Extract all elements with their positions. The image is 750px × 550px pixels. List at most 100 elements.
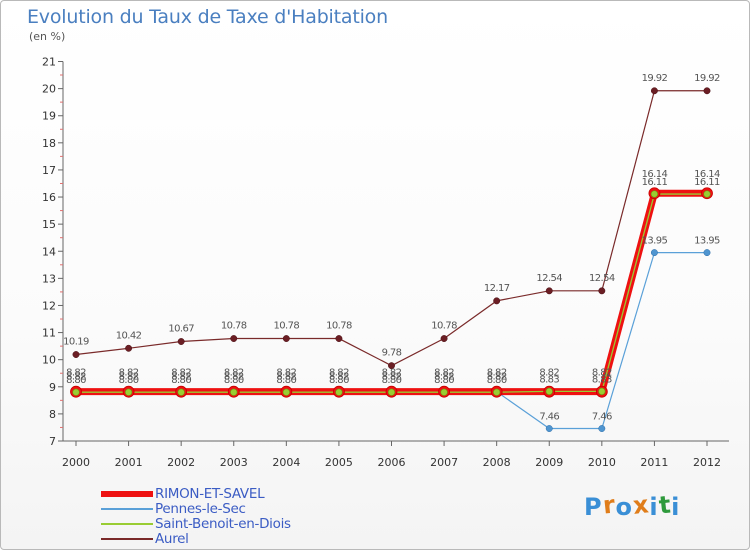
y-tick-label: 17 bbox=[42, 164, 56, 177]
x-tick-label: 2002 bbox=[167, 456, 195, 469]
data-label-pennes: 8.82 bbox=[434, 372, 454, 383]
x-tick-label: 2000 bbox=[62, 456, 90, 469]
point-pennes bbox=[650, 249, 658, 257]
data-label-saint-benoit: 8.83 bbox=[592, 374, 612, 385]
legend-label-rimon: RIMON-ET-SAVEL bbox=[155, 486, 265, 502]
point-saint-benoit bbox=[440, 388, 448, 396]
data-label-aurel: 12.17 bbox=[484, 283, 510, 294]
data-label-pennes: 8.82 bbox=[329, 372, 349, 383]
legend-swatch-aurel bbox=[101, 538, 153, 540]
point-aurel bbox=[72, 351, 80, 358]
data-label-saint-benoit: 8.80 bbox=[66, 375, 86, 386]
point-saint-benoit bbox=[650, 190, 659, 198]
data-label-pennes: 8.82 bbox=[224, 372, 244, 383]
legend-swatch-rimon bbox=[101, 491, 153, 497]
data-label-pennes: 8.82 bbox=[119, 372, 139, 383]
data-label-pennes: 13.95 bbox=[642, 236, 668, 247]
data-label-rimon: 8.82 bbox=[224, 368, 244, 379]
data-label-rimon: 8.82 bbox=[276, 368, 296, 379]
logo-letter: i bbox=[649, 493, 659, 521]
x-tick-label: 2009 bbox=[535, 456, 563, 469]
data-label-rimon: 8.82 bbox=[382, 368, 402, 379]
data-label-aurel: 10.19 bbox=[63, 337, 89, 348]
x-tick-label: 2012 bbox=[693, 456, 721, 469]
point-aurel bbox=[230, 335, 238, 342]
x-tick-label: 2004 bbox=[272, 456, 300, 469]
data-label-aurel: 9.78 bbox=[382, 348, 402, 359]
point-saint-benoit bbox=[282, 388, 290, 396]
point-saint-benoit bbox=[124, 388, 133, 396]
logo-letter: t bbox=[657, 490, 673, 520]
data-label-aurel: 19.92 bbox=[642, 73, 668, 84]
point-saint-benoit bbox=[703, 190, 711, 198]
data-label-saint-benoit: 8.80 bbox=[171, 375, 191, 386]
data-label-pennes: 8.82 bbox=[66, 372, 86, 383]
y-axis-unit: (en %) bbox=[29, 30, 66, 43]
data-label-rimon: 16.14 bbox=[642, 169, 668, 180]
point-saint-benoit bbox=[177, 388, 185, 396]
data-label-aurel: 10.42 bbox=[116, 330, 142, 341]
data-label-saint-benoit: 8.80 bbox=[329, 375, 349, 386]
x-tick-label: 2005 bbox=[325, 456, 353, 469]
y-tick-label: 12 bbox=[42, 299, 56, 312]
data-label-saint-benoit: 8.83 bbox=[539, 374, 559, 385]
data-label-saint-benoit: 8.80 bbox=[382, 375, 402, 386]
data-label-rimon: 8.82 bbox=[119, 368, 139, 379]
data-label-pennes: 8.82 bbox=[276, 372, 296, 383]
point-saint-benoit bbox=[387, 388, 396, 396]
legend-label-pennes: Pennes-le-Sec bbox=[155, 501, 246, 517]
y-tick-label: 18 bbox=[42, 137, 56, 150]
logo-letter: i bbox=[671, 493, 681, 521]
y-tick-label: 11 bbox=[42, 327, 56, 340]
x-tick-label: 2001 bbox=[115, 456, 143, 469]
x-tick-label: 2006 bbox=[378, 456, 406, 469]
data-label-saint-benoit: 8.80 bbox=[119, 375, 139, 386]
x-tick-label: 2008 bbox=[483, 456, 511, 469]
data-label-aurel: 10.78 bbox=[326, 321, 352, 332]
point-aurel bbox=[650, 87, 658, 95]
data-label-pennes: 8.82 bbox=[487, 372, 507, 383]
data-label-saint-benoit: 8.80 bbox=[224, 375, 244, 386]
point-aurel bbox=[177, 338, 185, 345]
data-label-aurel: 10.78 bbox=[431, 321, 457, 332]
legend-swatch-saint-benoit bbox=[101, 523, 153, 525]
data-label-rimon: 8.82 bbox=[66, 368, 86, 379]
point-saint-benoit bbox=[493, 388, 501, 396]
y-tick-label: 15 bbox=[42, 218, 56, 231]
data-label-rimon: 8.82 bbox=[539, 368, 559, 379]
point-aurel bbox=[493, 297, 501, 305]
series-line-rimon bbox=[76, 189, 707, 396]
data-label-aurel: 10.78 bbox=[221, 321, 247, 332]
y-tick-label: 19 bbox=[42, 110, 56, 123]
data-label-saint-benoit: 8.80 bbox=[434, 375, 454, 386]
y-tick-label: 10 bbox=[42, 354, 56, 367]
legend-label-saint-benoit: Saint-Benoit-en-Diois bbox=[155, 516, 291, 532]
point-pennes bbox=[703, 249, 711, 257]
y-tick-label: 8 bbox=[49, 408, 56, 421]
point-aurel bbox=[282, 335, 290, 342]
data-label-saint-benoit: 16.11 bbox=[694, 177, 720, 188]
chart-title: Evolution du Taux de Taxe d'Habitation bbox=[27, 6, 388, 28]
point-pennes bbox=[598, 425, 606, 432]
data-label-pennes: 13.95 bbox=[694, 236, 720, 247]
y-tick-label: 7 bbox=[49, 435, 56, 448]
point-aurel bbox=[703, 87, 711, 95]
point-pennes bbox=[545, 425, 553, 432]
point-saint-benoit bbox=[72, 388, 80, 396]
data-label-pennes: 8.82 bbox=[171, 372, 191, 383]
point-saint-benoit bbox=[230, 388, 238, 396]
y-tick-label: 20 bbox=[42, 83, 56, 96]
point-aurel bbox=[125, 344, 133, 352]
legend-swatch-pennes bbox=[101, 508, 153, 510]
y-tick-label: 9 bbox=[49, 381, 56, 394]
data-label-rimon: 8.82 bbox=[171, 368, 191, 379]
data-label-rimon: 8.82 bbox=[329, 368, 349, 379]
x-tick-label: 2010 bbox=[588, 456, 616, 469]
y-tick-label: 13 bbox=[42, 272, 56, 285]
y-tick-label: 14 bbox=[42, 245, 56, 258]
data-label-aurel: 10.78 bbox=[274, 321, 300, 332]
data-label-pennes: 8.82 bbox=[382, 372, 402, 383]
x-tick-label: 2007 bbox=[430, 456, 458, 469]
